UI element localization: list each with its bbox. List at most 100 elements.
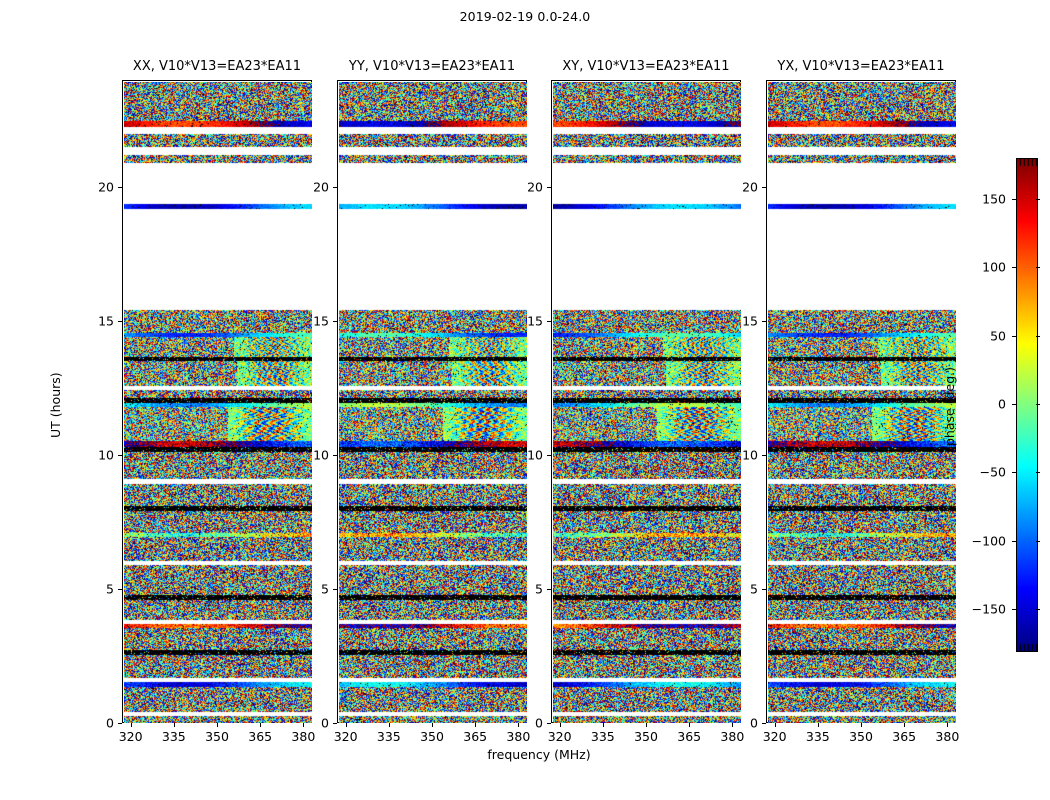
y-tick-mark (547, 321, 551, 323)
y-tick-label: 10 (313, 447, 329, 463)
colorbar-tick-label: 50 (990, 328, 1006, 344)
colorbar-tick-mark (1036, 199, 1040, 200)
panel-yx-heatmap (768, 82, 956, 723)
y-tick-label: 15 (527, 313, 543, 329)
y-tick-mark (118, 321, 122, 323)
y-tick-mark (762, 455, 766, 457)
y-tick-label: 10 (527, 447, 543, 463)
x-tick-mark (861, 723, 862, 727)
panel-yx-frame (766, 80, 956, 723)
x-tick-mark (947, 723, 949, 727)
y-tick-mark (118, 589, 122, 591)
y-tick-label: 15 (313, 313, 329, 329)
x-tick-mark (345, 723, 347, 727)
x-tick-mark (817, 723, 819, 727)
y-tick-mark (118, 723, 122, 724)
x-tick-label: 365 (892, 729, 917, 744)
y-tick-mark (333, 723, 337, 724)
x-tick-label: 335 (376, 729, 401, 744)
y-tick-label: 20 (313, 179, 329, 195)
y-tick-mark (762, 321, 766, 323)
y-axis-label: UT (hours) (48, 371, 63, 438)
y-tick-label: 0 (321, 715, 329, 731)
x-tick-mark (388, 723, 390, 727)
x-tick-mark (904, 723, 906, 727)
x-tick-mark (518, 723, 520, 727)
colorbar[interactable]: −150 −100 −50 0 50 100 150 (972, 158, 1040, 652)
x-tick-label: 335 (805, 729, 830, 744)
panel-yx[interactable]: YX, V10*V13=EA23*EA11 320 335 350 365 380 0 5 10… (742, 59, 959, 744)
colorbar-tick-mark-inner (1012, 404, 1016, 405)
colorbar-tick-label: −150 (971, 601, 1006, 617)
y-tick-mark (333, 455, 337, 457)
y-tick-mark (762, 187, 766, 189)
panel-xx-title: XX, V10*V13=EA23*EA11 (132, 59, 302, 74)
y-tick-label: 5 (106, 581, 114, 597)
x-tick-label: 350 (420, 729, 444, 744)
x-tick-mark (689, 723, 691, 727)
y-tick-label: 20 (98, 179, 114, 195)
y-tick-label: 0 (106, 715, 114, 731)
panel-xy[interactable]: XY, V10*V13=EA23*EA11 320 335 350 365 380 0 5 10… (527, 59, 744, 744)
colorbar-tick-label: −50 (979, 464, 1006, 480)
colorbar-tick-label: 0 (998, 396, 1006, 412)
colorbar-tick-mark (1036, 609, 1040, 610)
x-tick-mark (732, 723, 734, 727)
x-tick-mark (432, 723, 433, 727)
x-tick-mark (602, 723, 604, 727)
x-tick-label: 380 (291, 729, 316, 744)
x-tick-mark (173, 723, 175, 727)
x-tick-label: 320 (547, 729, 572, 744)
panel-xx-heatmap (124, 82, 312, 723)
colorbar-tick-label: −100 (971, 533, 1006, 549)
panel-yx-title: YX, V10*V13=EA23*EA11 (777, 59, 945, 74)
colorbar-tick-mark-inner (1012, 335, 1016, 337)
x-tick-mark (260, 723, 262, 727)
x-tick-mark (217, 723, 218, 727)
panel-yy[interactable]: YY, V10*V13=EA23*EA11 320 335 350 365 380 0 5 10… (313, 59, 530, 744)
y-tick-mark (762, 723, 766, 724)
colorbar-tick-mark (1036, 472, 1040, 474)
colorbar-label: phase (deg.) (942, 367, 957, 446)
colorbar-tick-mark (1036, 267, 1040, 269)
panel-xx-frame (122, 80, 312, 723)
colorbar-tick-mark (1036, 540, 1040, 542)
x-tick-mark (303, 723, 305, 727)
colorbar-tick-mark-inner (1012, 540, 1016, 542)
y-tick-mark (762, 589, 766, 591)
y-tick-label: 10 (98, 447, 114, 463)
x-tick-mark (475, 723, 477, 727)
x-tick-label: 365 (248, 729, 273, 744)
y-tick-mark (118, 455, 122, 457)
panel-xx[interactable]: XX, V10*V13=EA23*EA11 320 335 350 365 380 0 5 10… (98, 59, 315, 744)
panel-yy-title: YY, V10*V13=EA23*EA11 (348, 59, 516, 74)
x-tick-label: 365 (677, 729, 702, 744)
y-tick-label: 5 (750, 581, 758, 597)
x-tick-label: 335 (161, 729, 186, 744)
y-tick-mark (333, 589, 337, 591)
x-tick-label: 320 (118, 729, 143, 744)
y-tick-label: 0 (535, 715, 543, 731)
x-tick-label: 335 (590, 729, 615, 744)
colorbar-gradient (1016, 158, 1038, 652)
colorbar-tick-mark-inner (1012, 199, 1016, 200)
colorbar-tick-label: 100 (982, 259, 1006, 275)
x-tick-label: 350 (634, 729, 658, 744)
colorbar-tick-mark-inner (1012, 267, 1016, 269)
y-tick-label: 10 (742, 447, 758, 463)
panel-yy-frame (337, 80, 527, 723)
y-tick-label: 15 (98, 313, 114, 329)
y-tick-label: 15 (742, 313, 758, 329)
x-tick-label: 365 (463, 729, 488, 744)
colorbar-tick-mark (1036, 335, 1040, 337)
y-tick-mark (547, 187, 551, 189)
x-tick-mark (130, 723, 132, 727)
x-tick-label: 380 (720, 729, 745, 744)
panel-xy-heatmap (553, 82, 741, 723)
panel-xy-frame (551, 80, 741, 723)
x-tick-label: 350 (205, 729, 229, 744)
x-tick-label: 350 (849, 729, 873, 744)
colorbar-tick-label: 150 (982, 191, 1006, 207)
x-tick-mark (774, 723, 776, 727)
